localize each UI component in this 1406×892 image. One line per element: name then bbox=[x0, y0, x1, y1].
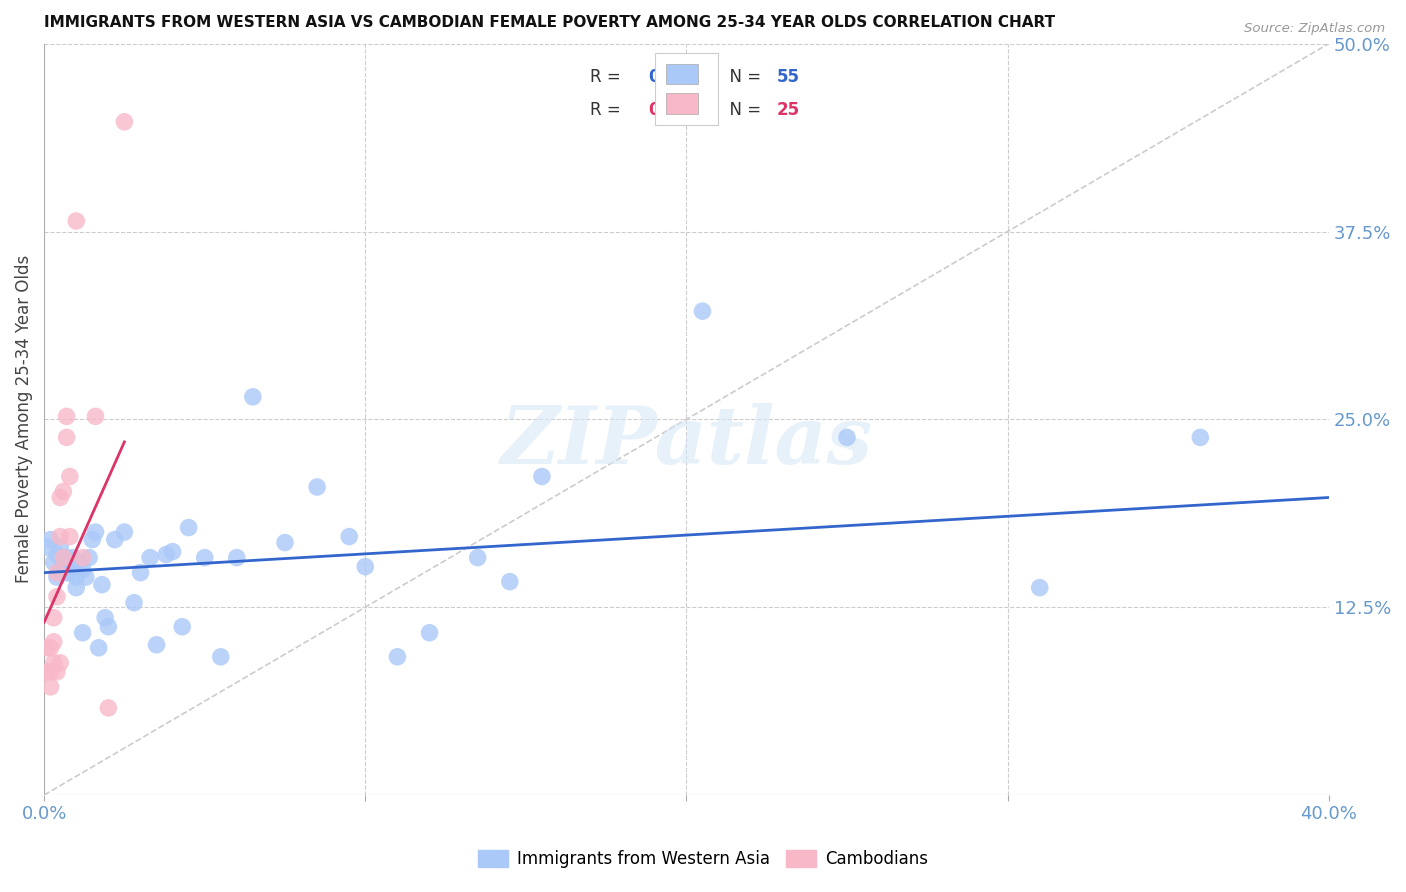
Point bbox=[242, 390, 264, 404]
Point bbox=[77, 550, 100, 565]
Legend: Immigrants from Western Asia, Cambodians: Immigrants from Western Asia, Cambodians bbox=[471, 843, 935, 875]
Point bbox=[55, 550, 77, 565]
Point bbox=[209, 649, 232, 664]
Point bbox=[112, 524, 135, 539]
Point bbox=[387, 649, 409, 664]
Point bbox=[75, 570, 97, 584]
Point bbox=[94, 611, 117, 625]
Text: IMMIGRANTS FROM WESTERN ASIA VS CAMBODIAN FEMALE POVERTY AMONG 25-34 YEAR OLDS C: IMMIGRANTS FROM WESTERN ASIA VS CAMBODIA… bbox=[44, 15, 1056, 30]
Text: R =: R = bbox=[591, 101, 626, 119]
Point bbox=[274, 535, 297, 549]
Point bbox=[42, 656, 65, 670]
Point bbox=[418, 625, 440, 640]
Point bbox=[49, 563, 72, 577]
Point bbox=[499, 574, 522, 589]
Point bbox=[129, 566, 152, 580]
Point bbox=[39, 680, 62, 694]
Text: ZIPatlas: ZIPatlas bbox=[501, 403, 873, 481]
Point bbox=[49, 530, 72, 544]
Point bbox=[162, 544, 184, 558]
Point bbox=[65, 581, 87, 595]
Text: 55: 55 bbox=[776, 69, 800, 87]
Point bbox=[84, 524, 107, 539]
Point bbox=[52, 484, 75, 499]
Point bbox=[90, 577, 112, 591]
Point bbox=[52, 550, 75, 565]
Point bbox=[59, 555, 82, 569]
Point bbox=[42, 634, 65, 648]
Point bbox=[39, 665, 62, 679]
Point bbox=[835, 430, 858, 444]
Point bbox=[59, 530, 82, 544]
Point bbox=[46, 570, 69, 584]
Point bbox=[49, 540, 72, 554]
Point bbox=[59, 566, 82, 580]
Text: Source: ZipAtlas.com: Source: ZipAtlas.com bbox=[1244, 22, 1385, 36]
Point bbox=[692, 304, 714, 318]
Text: N =: N = bbox=[718, 69, 766, 87]
Point bbox=[97, 620, 120, 634]
Point bbox=[55, 430, 77, 444]
Point bbox=[87, 640, 110, 655]
Point bbox=[194, 550, 217, 565]
Text: 0.210: 0.210 bbox=[648, 69, 700, 87]
Point bbox=[225, 550, 247, 565]
Point bbox=[62, 550, 84, 565]
Point bbox=[49, 491, 72, 505]
Point bbox=[37, 665, 59, 679]
Point bbox=[42, 555, 65, 569]
Point bbox=[155, 548, 177, 562]
Point bbox=[72, 625, 94, 640]
Point bbox=[1028, 581, 1050, 595]
Text: R =: R = bbox=[591, 69, 626, 87]
Point bbox=[46, 590, 69, 604]
Point bbox=[42, 611, 65, 625]
Point bbox=[55, 409, 77, 424]
Point bbox=[72, 563, 94, 577]
Point bbox=[39, 640, 62, 655]
Point bbox=[65, 570, 87, 584]
Point bbox=[62, 559, 84, 574]
Point bbox=[530, 469, 553, 483]
Point bbox=[104, 533, 127, 547]
Point bbox=[72, 550, 94, 565]
Point bbox=[139, 550, 162, 565]
Point bbox=[59, 469, 82, 483]
Point bbox=[467, 550, 489, 565]
Point bbox=[39, 533, 62, 547]
Point bbox=[177, 520, 200, 534]
Point bbox=[82, 533, 104, 547]
Point bbox=[52, 563, 75, 577]
Point bbox=[172, 620, 194, 634]
Legend: , : , bbox=[655, 53, 718, 125]
Point bbox=[37, 540, 59, 554]
Point bbox=[122, 596, 145, 610]
Point bbox=[145, 638, 167, 652]
Point bbox=[97, 701, 120, 715]
Point bbox=[46, 665, 69, 679]
Point bbox=[1189, 430, 1212, 444]
Y-axis label: Female Poverty Among 25-34 Year Olds: Female Poverty Among 25-34 Year Olds bbox=[15, 255, 32, 583]
Point bbox=[46, 548, 69, 562]
Point bbox=[84, 409, 107, 424]
Text: 0.157: 0.157 bbox=[648, 101, 700, 119]
Point bbox=[49, 656, 72, 670]
Text: N =: N = bbox=[718, 101, 766, 119]
Point bbox=[37, 640, 59, 655]
Point bbox=[337, 530, 360, 544]
Point bbox=[307, 480, 329, 494]
Point bbox=[65, 214, 87, 228]
Point bbox=[112, 115, 135, 129]
Point bbox=[46, 566, 69, 580]
Point bbox=[354, 559, 377, 574]
Point bbox=[55, 566, 77, 580]
Point bbox=[69, 555, 91, 569]
Point bbox=[52, 555, 75, 569]
Text: 25: 25 bbox=[776, 101, 800, 119]
